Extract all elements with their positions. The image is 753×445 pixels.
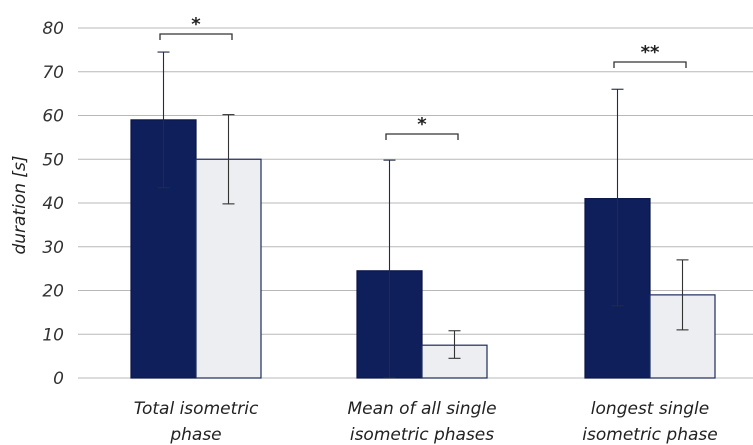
category-labels: Total isometric phase Mean of all single is… [134,399,718,445]
y-tick-label: 10 [42,325,64,345]
category-label: Total isometric [134,399,259,419]
category-label: phase [169,425,221,445]
y-tick-label: 0 [53,369,64,389]
y-tick-label: 20 [42,282,64,302]
y-tick-label: 50 [42,150,64,170]
significance-brackets: **** [159,14,687,140]
significance-bracket [159,33,233,40]
significance-bracket [613,61,687,68]
y-tick-label: 30 [42,238,64,258]
y-axis-title: duration [s] [10,155,30,254]
y-tick-label: 80 [42,19,64,39]
category-label: isometric phases [350,425,494,445]
error-bars [157,51,689,379]
significance-label: * [417,114,427,135]
category-label: Mean of all single [347,399,496,419]
bars [130,119,716,379]
y-tick-label: 60 [42,107,64,127]
category-label: longest single [591,399,709,419]
y-tick-labels: 0 10 20 30 40 50 60 70 80 [42,19,64,389]
y-tick-label: 40 [42,194,64,214]
significance-label: ** [641,42,660,63]
y-tick-label: 70 [42,63,64,83]
category-label: isometric phase [582,425,717,445]
significance-label: * [191,14,201,35]
significance-bracket [385,133,459,140]
